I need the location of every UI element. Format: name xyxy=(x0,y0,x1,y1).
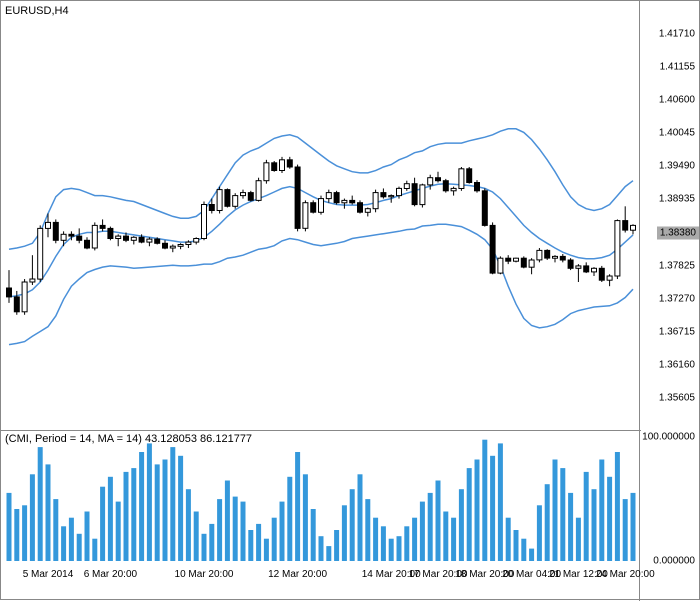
price-tick: 1.40045 xyxy=(659,128,695,139)
indicator-title: (CMI, Period = 14, MA = 14) 43.128053 86… xyxy=(5,433,252,445)
time-tick: 10 Mar 20:00 xyxy=(175,569,234,580)
price-tick: 1.37270 xyxy=(659,293,695,304)
price-tick: 1.35605 xyxy=(659,392,695,403)
price-tick: 1.41710 xyxy=(659,29,695,40)
time-tick: 5 Mar 2014 xyxy=(23,569,74,580)
time-tick: 6 Mar 20:00 xyxy=(84,569,137,580)
indicator-tick: 0.000000 xyxy=(653,556,695,567)
price-tick: 1.37825 xyxy=(659,260,695,271)
chart-title: EURUSD,H4 xyxy=(5,5,69,17)
time-tick: 12 Mar 20:00 xyxy=(268,569,327,580)
price-tick: 1.41155 xyxy=(660,62,695,73)
price-tick: 1.36715 xyxy=(659,326,695,337)
price-tick: 1.38935 xyxy=(659,194,695,205)
price-tick: 1.36160 xyxy=(659,359,695,370)
time-tick: 24 Mar 20:00 xyxy=(596,569,655,580)
main-price-panel[interactable] xyxy=(1,1,641,431)
indicator-tick: 100.000000 xyxy=(642,432,695,443)
price-axis: 1.35605 1.36160 1.36715 1.37270 1.37825 1.383… xyxy=(639,1,699,431)
current-price-marker: 1.38380 xyxy=(657,226,699,239)
price-tick: 1.40600 xyxy=(659,95,695,106)
trading-chart: EURUSD,H4 (CMI, Period = 14, MA = 14) 43… xyxy=(0,0,700,600)
indicator-panel[interactable] xyxy=(1,431,641,561)
price-tick: 1.39490 xyxy=(659,161,695,172)
time-axis: 5 Mar 2014 6 Mar 20:00 10 Mar 20:00 12 Mar … xyxy=(1,561,641,599)
